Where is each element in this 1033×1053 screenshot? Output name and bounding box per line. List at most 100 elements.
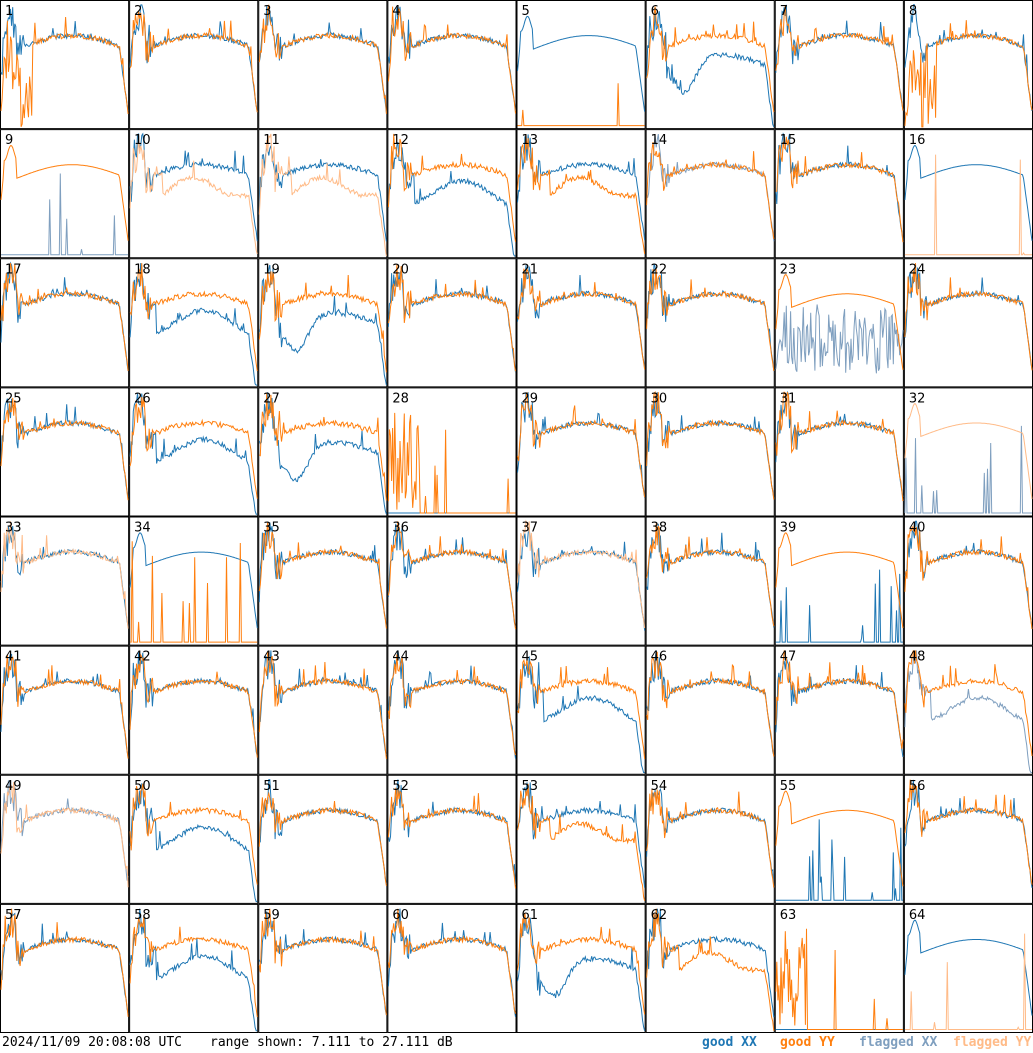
series-xx-line <box>646 11 775 128</box>
series-yy-line <box>387 654 516 756</box>
spectrum-panel: 39 <box>774 516 904 646</box>
panel-frame <box>387 129 517 259</box>
panel-label: 8 <box>909 4 917 19</box>
series-yy-line <box>646 269 775 371</box>
panel-label: 34 <box>134 521 151 536</box>
series-yy-line <box>775 274 904 370</box>
panel-label: 30 <box>651 391 668 406</box>
panel-label: 49 <box>5 779 22 794</box>
panel-frame <box>645 774 775 904</box>
panel-label: 1 <box>5 4 13 19</box>
panel-frame <box>516 387 646 517</box>
spectrum-panel: 21 <box>516 258 646 388</box>
series-yy-line <box>517 519 646 629</box>
panel-frame <box>516 258 646 388</box>
panel-label: 37 <box>522 521 539 536</box>
series-xx-line <box>904 145 1033 241</box>
panel-frame <box>129 774 259 904</box>
panel-frame <box>0 645 130 775</box>
spectrum-panel: 41 <box>0 645 130 775</box>
panel-frame <box>645 903 775 1033</box>
spectrum-panel: 20 <box>387 258 517 388</box>
panel-label: 48 <box>909 650 926 665</box>
panel-frame <box>516 129 646 259</box>
spectrum-panel: 62 <box>645 903 775 1033</box>
spectrum-panel: 7 <box>774 0 904 130</box>
series-yy-line <box>259 393 387 501</box>
spectrum-panel: 17 <box>0 258 130 388</box>
panel-label: 43 <box>263 650 280 665</box>
series-yy-line <box>775 391 904 502</box>
series-xx-line <box>129 532 258 629</box>
panel-label: 9 <box>5 133 13 148</box>
panel-label: 44 <box>392 650 409 665</box>
spectrum-panel: 63 <box>774 903 904 1033</box>
panel-label: 23 <box>780 262 797 277</box>
series-yy-line <box>517 267 646 370</box>
panel-frame <box>129 387 259 517</box>
series-xx-line <box>0 7 129 112</box>
legend-flagged-yy: flagged YY <box>953 1035 1032 1050</box>
panel-frame <box>645 129 775 259</box>
panel-label: 12 <box>392 133 409 148</box>
series-yy-line <box>258 522 387 629</box>
spectrum-panel: 64 <box>903 903 1033 1033</box>
panel-frame <box>0 774 130 904</box>
panel-frame <box>258 516 388 646</box>
series-xx-line <box>775 569 903 643</box>
spectrum-panel: 14 <box>645 129 775 259</box>
series-yy-line <box>387 908 516 1014</box>
series-yy-line <box>904 933 1032 1030</box>
series-yy-line <box>0 145 129 241</box>
panel-frame <box>903 387 1033 517</box>
panel-label: 11 <box>263 133 280 148</box>
panel-frame <box>129 129 259 259</box>
series-yy-line <box>129 916 258 1018</box>
panel-label: 16 <box>909 133 926 148</box>
panel-label: 10 <box>134 133 151 148</box>
series-xx-line <box>775 304 904 374</box>
spectrum-panel: 1 <box>0 0 130 130</box>
series-xx-line <box>646 787 775 888</box>
series-yy-line <box>904 524 1033 630</box>
panel-frame <box>387 645 517 775</box>
panel-label: 4 <box>392 4 400 19</box>
spectrum-panel: 13 <box>516 129 646 259</box>
spectrum-panel: 48 <box>903 645 1033 775</box>
series-xx-line <box>904 425 1032 514</box>
spectrum-panel: 44 <box>387 645 517 775</box>
series-xx-line <box>904 919 1033 1016</box>
spectrum-panel: 61 <box>516 903 646 1033</box>
panel-label: 57 <box>5 908 22 923</box>
spectrum-panel: 36 <box>387 516 517 646</box>
series-yy-line <box>387 412 516 514</box>
panel-frame <box>129 903 259 1033</box>
series-yy-line <box>258 271 387 373</box>
series-xx-line <box>646 650 775 756</box>
panel-frame <box>129 258 259 388</box>
panel-label: 52 <box>392 779 409 794</box>
series-yy-line <box>646 391 775 500</box>
series-yy-line <box>646 651 775 757</box>
panel-label: 28 <box>392 391 409 406</box>
spectrum-panel: 60 <box>387 903 517 1033</box>
series-yy-line <box>129 396 258 499</box>
series-yy-line <box>775 532 904 629</box>
panel-frame <box>903 645 1033 775</box>
spectrum-panel: 52 <box>387 774 517 904</box>
panel-label: 5 <box>522 4 530 19</box>
spectrum-panel: 10 <box>129 129 259 259</box>
panel-frame <box>258 645 388 775</box>
series-xx-line <box>1 173 129 256</box>
panel-label: 63 <box>780 908 797 923</box>
panel-frame <box>258 129 388 259</box>
spectrum-panel: 42 <box>129 645 259 775</box>
series-yy-line <box>258 4 387 114</box>
series-yy-line <box>646 142 775 239</box>
footer: 2024/11/09 20:08:08 UTC range shown: 7.1… <box>0 1033 1033 1053</box>
series-yy-line <box>775 790 904 887</box>
panel-label: 61 <box>522 908 539 923</box>
spectrum-panel: 5 <box>516 0 646 130</box>
series-xx-line <box>129 783 258 903</box>
spectrum-panel: 38 <box>645 516 775 646</box>
